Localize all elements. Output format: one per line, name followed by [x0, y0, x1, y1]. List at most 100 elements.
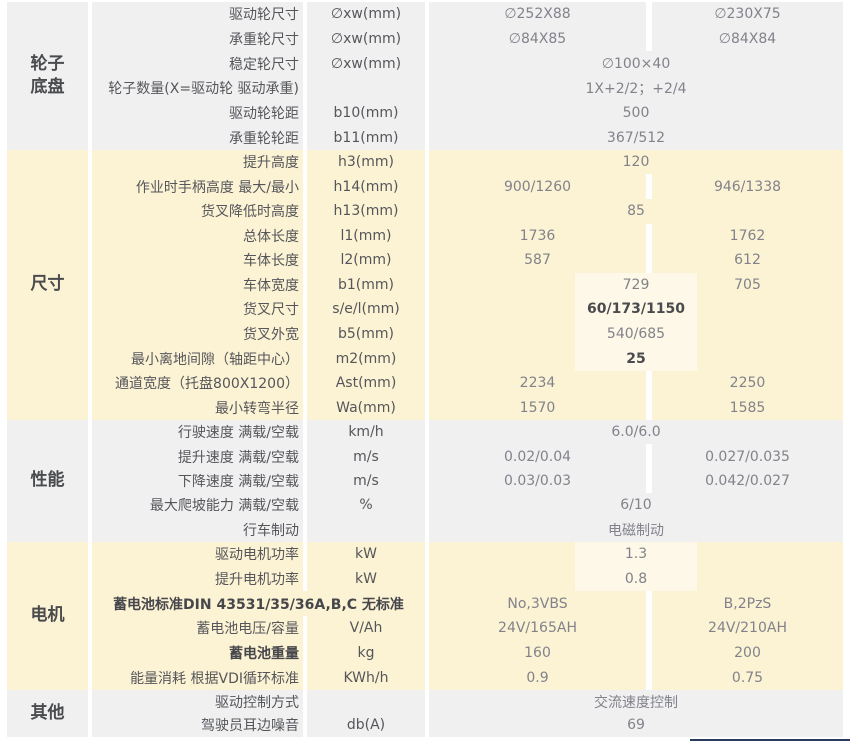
spec-unit: ∅xw(mm)	[307, 2, 425, 27]
spec-unit	[307, 689, 425, 714]
spec-value-left: 0.02/0.04	[429, 444, 646, 469]
spec-value-right: 0.042/0.027	[652, 468, 843, 494]
spec-section: 尺寸 提升高度 h3(mm) 120 作业时手柄高度 最大/最小 h14(mm) 900/1…	[7, 149, 843, 420]
spec-row: 总体长度 l1(mm) 1736 1762	[92, 223, 843, 249]
spec-values: 25	[429, 346, 843, 371]
spec-label: 轮子数量(X=驱动轮 驱动承重)	[92, 75, 303, 101]
spec-value-right: ∅230X75	[652, 2, 843, 27]
spec-unit: kW	[307, 566, 425, 592]
spec-value-left: 587	[429, 248, 646, 273]
section-rows: 驱动轮尺寸 ∅xw(mm) ∅252X88 ∅230X75 承重轮尺寸 ∅xw(mm) ∅8…	[92, 2, 843, 150]
spec-value-right: 1585	[652, 395, 843, 420]
spec-values: ∅100×40	[429, 51, 843, 76]
spec-row: 驱动控制方式 交流速度控制	[92, 689, 843, 714]
spec-value-left: ∅252X88	[429, 2, 646, 27]
spec-row: 承重轮轮距 b11(mm) 367/512	[92, 125, 843, 150]
spec-values: 1.3	[429, 541, 843, 567]
spec-values: 2234 2250	[429, 370, 843, 396]
spec-label: 驱动轮轮距	[92, 100, 303, 126]
spec-row: 提升高度 h3(mm) 120	[92, 149, 843, 175]
spec-label: 总体长度	[92, 223, 303, 249]
spec-value-right: ∅84X84	[652, 26, 843, 52]
spec-value-left: 24V/165AH	[429, 615, 646, 641]
spec-row: 最小转弯半径 Wa(mm) 1570 1585	[92, 395, 843, 420]
spec-unit: h3(mm)	[307, 149, 425, 175]
spec-value-left: 1570	[429, 395, 646, 420]
spec-values: 0.9 0.75	[429, 665, 843, 690]
spec-value-right: 0.027/0.035	[652, 444, 843, 469]
section-rows: 提升高度 h3(mm) 120 作业时手柄高度 最大/最小 h14(mm) 900/126…	[92, 149, 843, 420]
spec-value-merged: 6.0/6.0	[429, 419, 843, 445]
spec-unit	[307, 75, 425, 101]
spec-values: 1X+2/2；+2/4	[429, 75, 843, 101]
center-highlight-box: 60/173/1150	[575, 297, 697, 322]
spec-values: 587 612	[429, 248, 843, 273]
spec-row: 驱动电机功率 kW 1.3	[92, 541, 843, 567]
spec-value-merged-cell: 540/685	[429, 321, 843, 347]
spec-values: 540/685	[429, 321, 843, 347]
spec-label: 车体长度	[92, 248, 303, 273]
spec-value-right: 946/1338	[652, 174, 843, 200]
spec-value-merged: 6/10	[429, 493, 843, 518]
spec-value-merged: 69	[429, 713, 843, 737]
center-highlight-box: 1.3	[575, 541, 697, 567]
spec-values: 24V/165AH 24V/210AH	[429, 615, 843, 641]
spec-label: 行车制动	[92, 517, 303, 542]
spec-label: 最大爬坡能力 满载/空载	[92, 493, 303, 518]
spec-unit: h13(mm)	[307, 199, 425, 224]
spec-unit: s/e/l(mm)	[307, 297, 425, 322]
spec-values: 电磁制动	[429, 517, 843, 542]
spec-row: 货叉尺寸 s/e/l(mm) 60/173/1150	[92, 297, 843, 322]
spec-label: 提升电机功率	[92, 566, 303, 592]
spec-value-right: 2250	[652, 370, 843, 396]
spec-value-merged: 500	[429, 100, 843, 126]
bottom-navy-line	[690, 739, 850, 741]
spec-unit: b1(mm)	[307, 272, 425, 298]
spec-value-left: 900/1260	[429, 174, 646, 200]
spec-values: 1570 1585	[429, 395, 843, 420]
spec-label: 提升高度	[92, 149, 303, 175]
spec-label: 货叉外宽	[92, 321, 303, 347]
spec-value-merged: 120	[429, 149, 843, 175]
section-rows: 行驶速度 满载/空载 km/h 6.0/6.0 提升速度 满载/空载 m/s 0.02/0…	[92, 419, 843, 542]
spec-value-right: B,2PzS	[652, 591, 843, 616]
center-highlight-box: 25	[575, 346, 697, 371]
spec-values: 6/10	[429, 493, 843, 518]
spec-values: 900/1260 946/1338	[429, 174, 843, 200]
spec-row: 稳定轮尺寸 ∅xw(mm) ∅100×40	[92, 51, 843, 76]
spec-values: No,3VBS B,2PzS	[429, 591, 843, 616]
spec-label: 最小离地间隙（轴距中心）	[92, 346, 303, 371]
spec-row: 提升电机功率 kW 0.8	[92, 566, 843, 592]
spec-value-merged: 电磁制动	[429, 517, 843, 542]
spec-unit	[307, 517, 425, 542]
spec-label: 驱动电机功率	[92, 541, 303, 567]
section-rows: 驱动控制方式 交流速度控制 驾驶员耳边噪音 db(A) 69	[92, 689, 843, 737]
spec-row: 能量消耗 根据VDI循环标准 KWh/h 0.9 0.75	[92, 665, 843, 690]
spec-unit: m/s	[307, 468, 425, 494]
spec-value-merged: 交流速度控制	[429, 689, 843, 714]
spec-label: 提升速度 满载/空载	[92, 444, 303, 469]
spec-values: 69	[429, 713, 843, 737]
center-highlight-box: 729	[575, 272, 697, 298]
spec-row: 作业时手柄高度 最大/最小 h14(mm) 900/1260 946/1338	[92, 174, 843, 200]
spec-values: 0.8	[429, 566, 843, 592]
spec-label: 作业时手柄高度 最大/最小	[92, 174, 303, 200]
spec-label: 驱动轮尺寸	[92, 2, 303, 27]
center-highlight-box: 540/685	[575, 321, 697, 347]
spec-row: 最小离地间隙（轴距中心） m2(mm) 25	[92, 346, 843, 371]
spec-unit: b10(mm)	[307, 100, 425, 126]
spec-label: 货叉尺寸	[92, 297, 303, 322]
category-label: 其他	[7, 689, 88, 737]
spec-row: 行驶速度 满载/空载 km/h 6.0/6.0	[92, 419, 843, 445]
spec-value-left: 0.9	[429, 665, 646, 690]
spec-row: 货叉降低时高度 h13(mm) 85	[92, 199, 843, 224]
spec-values: 85	[429, 199, 843, 224]
spec-unit: kW	[307, 541, 425, 567]
spec-value-merged: 85	[429, 199, 843, 224]
spec-value-right: 0.75	[652, 665, 843, 690]
spec-values: 1736 1762	[429, 223, 843, 249]
spec-row: 蓄电池重量 kg 160 200	[92, 640, 843, 666]
spec-values: 120	[429, 149, 843, 175]
spec-value-merged: 1X+2/2；+2/4	[429, 75, 843, 101]
spec-values: 6.0/6.0	[429, 419, 843, 445]
